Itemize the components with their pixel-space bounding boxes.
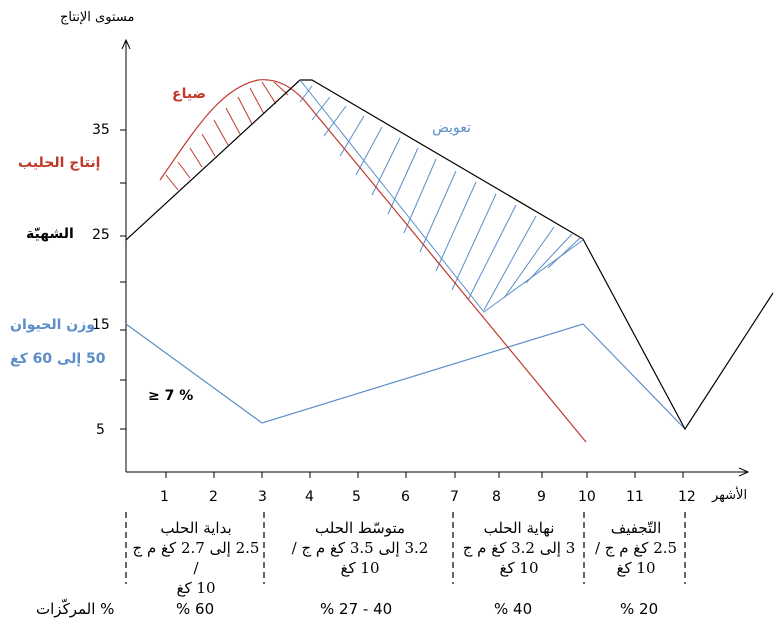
compensation-hatch-line: [503, 226, 555, 299]
x-tick-4: 4: [305, 489, 314, 505]
concentrates-value-early: 60 %: [176, 600, 215, 618]
y-tick-35: 35: [92, 122, 110, 138]
phase-name: متوسّط الحلب: [315, 519, 405, 537]
threshold-label: ≥ 7 %: [148, 388, 194, 404]
loss-hatch-line: [261, 81, 277, 105]
compensation-hatch-line: [483, 215, 537, 311]
y-axis-ticks: [120, 129, 126, 430]
x-axis-ticks: [165, 472, 684, 478]
milk-production-label: إنتاج الحليب: [18, 155, 101, 171]
phase-unit: 10 كغ: [176, 579, 216, 597]
x-tick-12: 12: [678, 489, 696, 505]
compensation-hatch-line: [311, 96, 331, 121]
compensation-hatch-line: [299, 85, 313, 103]
phase-unit: 10 كغ: [499, 559, 539, 577]
phase-drying-off: التّجفيف 2.5 كغ م ج / 10 كغ: [588, 518, 684, 578]
animal-weight-line: [125, 323, 686, 430]
loss-hatch-line: [177, 161, 191, 179]
compensation-hatch-line: [387, 147, 419, 215]
phase-unit: 10 كغ: [616, 559, 656, 577]
phase-early-lactation: بداية الحلب 2.5 إلى 2.7 كغ م ج / 10 كغ: [130, 518, 262, 598]
phase-ration: 3.2 إلى 3.5 كغ م ج /: [291, 539, 429, 557]
compensation-hatch-line: [355, 126, 383, 176]
concentrates-value-late: 40 %: [494, 600, 533, 618]
x-tick-5: 5: [352, 489, 361, 505]
compensation-hatching: [299, 85, 581, 311]
compensation-hatch-line: [547, 237, 581, 269]
x-tick-10: 10: [578, 489, 596, 505]
compensation-hatch-line: [371, 137, 401, 196]
concentrates-value-mid: 40 - 27 %: [320, 600, 393, 618]
y-tick-25: 25: [92, 227, 110, 243]
x-tick-2: 2: [209, 489, 218, 505]
x-tick-11: 11: [626, 489, 644, 505]
compensation-label: تعويض: [432, 120, 471, 136]
x-tick-6: 6: [401, 489, 410, 505]
milk-production-curve: [159, 79, 587, 443]
loss-hatch-line: [189, 147, 203, 168]
x-tick-8: 8: [492, 489, 501, 505]
phase-name: بداية الحلب: [160, 519, 232, 537]
phase-separators: [125, 512, 686, 584]
y-axis-title: مستوى الإنتاج: [60, 10, 135, 25]
loss-hatching: [165, 81, 289, 191]
appetite-curve: [125, 79, 774, 431]
compensation-hatch-line: [323, 105, 347, 137]
compensation-hatch-line: [467, 204, 517, 301]
compensation-boundary: [299, 79, 584, 313]
phase-name: التّجفيف: [610, 519, 662, 537]
x-axis-title: الأشهر: [712, 488, 748, 503]
phase-unit: 10 كغ: [340, 559, 380, 577]
phase-ration: 2.5 إلى 2.7 كغ م ج /: [132, 539, 260, 577]
phase-ration: 2.5 كغ م ج /: [594, 539, 678, 557]
concentrates-label: % المركّزات: [36, 600, 115, 618]
x-tick-7: 7: [450, 489, 459, 505]
loss-hatch-line: [249, 87, 265, 115]
y-tick-5: 5: [96, 422, 105, 438]
loss-hatch-line: [225, 107, 241, 135]
phase-late-lactation: نهاية الحلب 3 إلى 3.2 كغ م ج 10 كغ: [456, 518, 582, 578]
weight-range-label: 50 إلى 60 كغ: [10, 351, 106, 367]
loss-hatch-line: [213, 119, 229, 146]
compensation-hatch-line: [339, 115, 365, 157]
phase-name: نهاية الحلب: [483, 519, 555, 537]
compensation-hatch-line: [403, 158, 437, 234]
x-tick-1: 1: [160, 489, 169, 505]
compensation-hatch-line: [451, 193, 497, 291]
animal-weight-label: وزن الحيوان: [10, 317, 95, 333]
y-tick-15: 15: [92, 317, 110, 333]
phase-mid-lactation: متوسّط الحلب 3.2 إلى 3.5 كغ م ج / 10 كغ: [270, 518, 450, 578]
loss-hatch-line: [165, 174, 179, 191]
appetite-label: الشهيّة: [26, 226, 74, 242]
phase-ration: 3 إلى 3.2 كغ م ج: [462, 539, 576, 557]
compensation-hatch-line: [525, 233, 573, 284]
loss-label: ضياع: [172, 86, 207, 102]
x-tick-9: 9: [537, 489, 546, 505]
compensation-hatch-line: [435, 181, 477, 272]
concentrates-value-drying: 20 %: [620, 600, 659, 618]
loss-hatch-line: [201, 133, 216, 157]
x-tick-3: 3: [258, 489, 267, 505]
loss-hatch-line: [237, 96, 253, 125]
